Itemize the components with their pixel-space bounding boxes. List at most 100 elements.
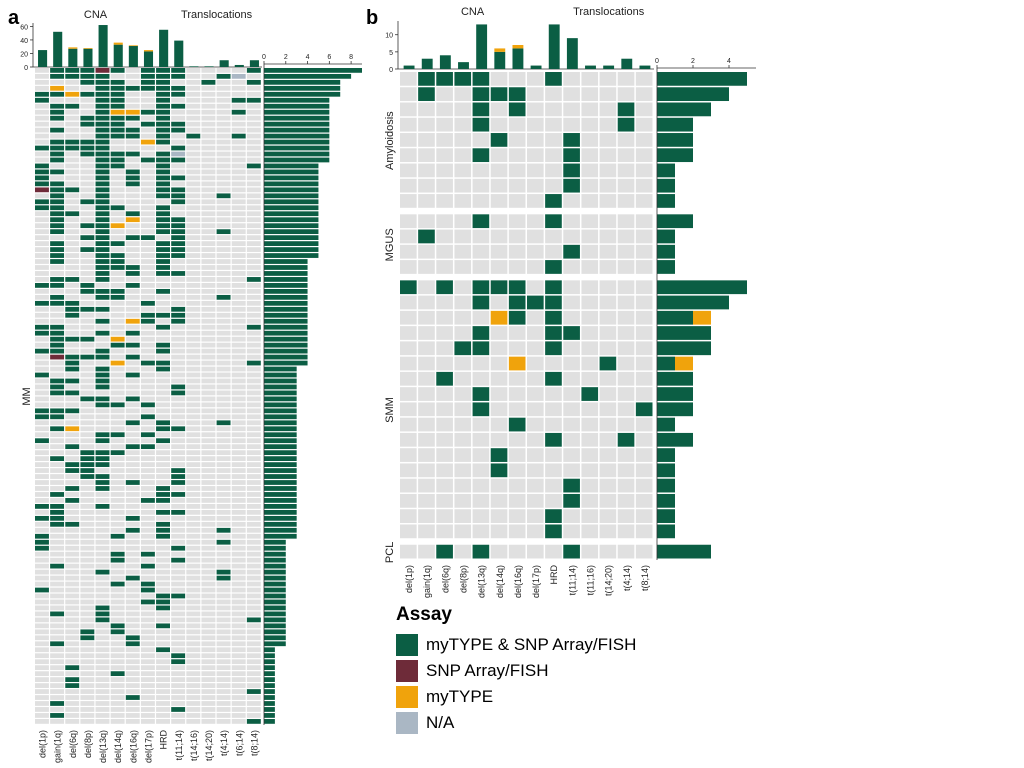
side-bar <box>264 641 286 647</box>
heatmap-cell <box>186 647 201 653</box>
heatmap-cell <box>581 326 599 340</box>
heatmap-cell <box>156 79 170 85</box>
heatmap-cell <box>490 87 508 102</box>
heatmap-cell <box>156 414 170 420</box>
top-y-tick-label: 10 <box>385 33 393 40</box>
heatmap-cell <box>231 498 246 503</box>
heatmap-cell <box>201 288 216 294</box>
row-group-label: MGUS <box>384 228 396 261</box>
heatmap-cell <box>171 509 186 515</box>
heatmap-cell <box>156 456 170 461</box>
heatmap-cell <box>635 87 653 102</box>
heatmap-cell <box>156 253 170 258</box>
heatmap-cell <box>231 151 246 157</box>
heatmap-cell <box>454 356 472 371</box>
heatmap-cell <box>186 593 201 599</box>
heatmap-cell <box>563 280 580 295</box>
heatmap-cell <box>95 360 110 366</box>
heatmap-cell <box>65 366 80 372</box>
heatmap-cell <box>186 133 201 139</box>
heatmap-cell <box>545 102 562 117</box>
heatmap-cell <box>140 689 155 694</box>
heatmap-cell <box>80 599 95 605</box>
heatmap-cell <box>418 117 435 132</box>
heatmap-cell <box>201 486 216 491</box>
heatmap-cell <box>454 163 472 178</box>
heatmap-cell <box>50 504 65 509</box>
heatmap-cell <box>216 115 231 121</box>
heatmap-cell <box>110 241 125 246</box>
side-x-tick-label: 4 <box>306 54 310 61</box>
heatmap-cell <box>50 623 65 629</box>
heatmap-cell <box>171 229 186 235</box>
heatmap-cell <box>246 312 261 318</box>
heatmap-cell <box>35 211 49 217</box>
heatmap-cell <box>581 148 599 163</box>
heatmap-cell <box>418 72 435 86</box>
heatmap-cell <box>201 223 216 229</box>
heatmap-cell <box>246 605 261 611</box>
heatmap-cell <box>201 366 216 372</box>
heatmap-cell <box>400 402 417 417</box>
group-label-translocations: Translocations <box>573 6 645 18</box>
heatmap-cell <box>231 719 246 724</box>
heatmap-cell <box>400 72 417 86</box>
heatmap-cell <box>35 97 49 103</box>
heatmap-cell <box>110 175 125 181</box>
side-bar <box>264 157 330 163</box>
heatmap-cell <box>186 551 201 557</box>
heatmap-cell <box>246 181 261 187</box>
heatmap-cell <box>110 486 125 491</box>
column-label: t(4;14) <box>622 565 632 591</box>
heatmap-cell <box>110 330 125 336</box>
heatmap-cell <box>171 253 186 258</box>
heatmap-cell <box>418 371 435 386</box>
heatmap-cell <box>95 498 110 503</box>
heatmap-cell <box>95 474 110 479</box>
heatmap-cell <box>216 629 231 635</box>
heatmap-cell <box>35 271 49 276</box>
heatmap-cell <box>65 91 80 97</box>
heatmap-cell <box>508 194 526 208</box>
heatmap-cell <box>50 653 65 659</box>
heatmap-cell <box>216 342 231 348</box>
heatmap-cell <box>35 557 49 563</box>
heatmap-cell <box>125 420 140 426</box>
heatmap-cell <box>171 719 186 724</box>
side-bar <box>264 587 286 593</box>
heatmap-cell <box>171 641 186 647</box>
heatmap-cell <box>35 551 49 557</box>
heatmap-cell <box>400 509 417 523</box>
heatmap-cell <box>216 719 231 724</box>
side-x-tick-label: 0 <box>655 58 659 65</box>
heatmap-cell <box>156 611 170 617</box>
heatmap-cell <box>231 205 246 211</box>
heatmap-cell <box>35 68 49 73</box>
heatmap-cell <box>186 294 201 300</box>
heatmap-cell <box>80 396 95 402</box>
heatmap-cell <box>216 121 231 127</box>
heatmap-cell <box>35 521 49 527</box>
heatmap-cell <box>110 109 125 115</box>
heatmap-cell <box>186 163 201 169</box>
heatmap-cell <box>50 288 65 294</box>
heatmap-cell <box>110 509 125 515</box>
top-bar <box>439 55 451 69</box>
heatmap-cell <box>65 277 80 282</box>
heatmap-cell <box>140 581 155 587</box>
heatmap-cell <box>110 468 125 473</box>
heatmap-cell <box>186 306 201 312</box>
heatmap-cell <box>140 450 155 456</box>
heatmap-cell <box>140 151 155 157</box>
column-label: del(1p) <box>404 565 414 593</box>
heatmap-cell <box>246 169 261 175</box>
heatmap-cell <box>80 318 95 324</box>
side-bar <box>264 271 308 276</box>
heatmap-cell <box>156 360 170 366</box>
heatmap-cell <box>35 677 49 682</box>
heatmap-cell <box>171 677 186 682</box>
heatmap-cell <box>231 563 246 569</box>
heatmap-cell <box>216 265 231 270</box>
column-label: t(14;20) <box>604 565 614 596</box>
heatmap-cell <box>418 544 435 559</box>
